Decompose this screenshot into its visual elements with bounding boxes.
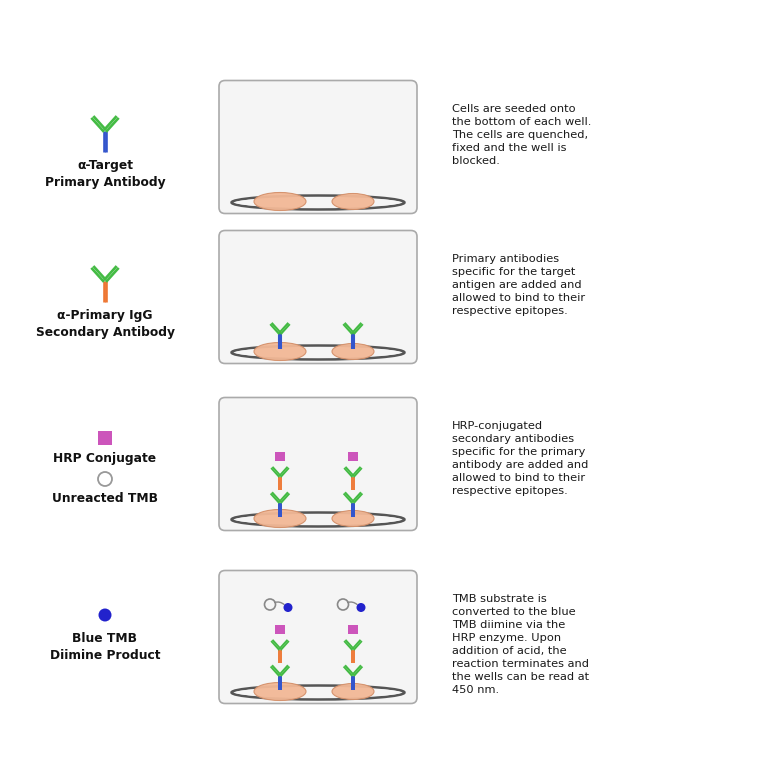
Circle shape xyxy=(99,608,112,621)
Ellipse shape xyxy=(231,685,404,700)
Ellipse shape xyxy=(332,684,374,700)
Ellipse shape xyxy=(254,193,306,211)
FancyBboxPatch shape xyxy=(219,571,417,704)
Text: α-Primary IgG: α-Primary IgG xyxy=(57,309,153,322)
Ellipse shape xyxy=(231,196,404,209)
FancyBboxPatch shape xyxy=(219,80,417,213)
FancyBboxPatch shape xyxy=(275,452,285,461)
FancyBboxPatch shape xyxy=(98,431,112,445)
Ellipse shape xyxy=(332,344,374,360)
FancyBboxPatch shape xyxy=(219,397,417,530)
Ellipse shape xyxy=(235,514,401,525)
Ellipse shape xyxy=(235,198,401,208)
Text: Cells are seeded onto
the bottom of each well.
The cells are quenched,
fixed and: Cells are seeded onto the bottom of each… xyxy=(452,104,591,166)
Text: Diimine Product: Diimine Product xyxy=(50,649,160,662)
Ellipse shape xyxy=(332,510,374,526)
FancyBboxPatch shape xyxy=(219,231,417,364)
Ellipse shape xyxy=(254,342,306,361)
Ellipse shape xyxy=(332,193,374,209)
Text: Unreacted TMB: Unreacted TMB xyxy=(52,492,158,505)
FancyBboxPatch shape xyxy=(348,624,358,634)
FancyBboxPatch shape xyxy=(224,86,412,212)
Circle shape xyxy=(357,603,365,612)
FancyBboxPatch shape xyxy=(348,452,358,461)
FancyBboxPatch shape xyxy=(224,403,412,529)
Ellipse shape xyxy=(235,348,401,358)
Text: Blue TMB: Blue TMB xyxy=(73,632,138,645)
Circle shape xyxy=(283,603,293,612)
FancyBboxPatch shape xyxy=(224,237,412,361)
Text: TMB substrate is
converted to the blue
TMB diimine via the
HRP enzyme. Upon
addi: TMB substrate is converted to the blue T… xyxy=(452,594,589,695)
Ellipse shape xyxy=(254,510,306,527)
Text: Primary antibodies
specific for the target
antigen are added and
allowed to bind: Primary antibodies specific for the targ… xyxy=(452,254,585,316)
Text: HRP-conjugated
secondary antibodies
specific for the primary
antibody are added : HRP-conjugated secondary antibodies spec… xyxy=(452,421,588,496)
Text: Primary Antibody: Primary Antibody xyxy=(44,176,165,189)
Ellipse shape xyxy=(254,682,306,701)
Text: HRP Conjugate: HRP Conjugate xyxy=(53,452,157,465)
Ellipse shape xyxy=(235,688,401,698)
FancyBboxPatch shape xyxy=(275,624,285,634)
Text: Secondary Antibody: Secondary Antibody xyxy=(35,326,174,339)
Text: α-Target: α-Target xyxy=(77,159,133,172)
Ellipse shape xyxy=(231,345,404,360)
FancyBboxPatch shape xyxy=(224,577,412,701)
Ellipse shape xyxy=(231,513,404,526)
